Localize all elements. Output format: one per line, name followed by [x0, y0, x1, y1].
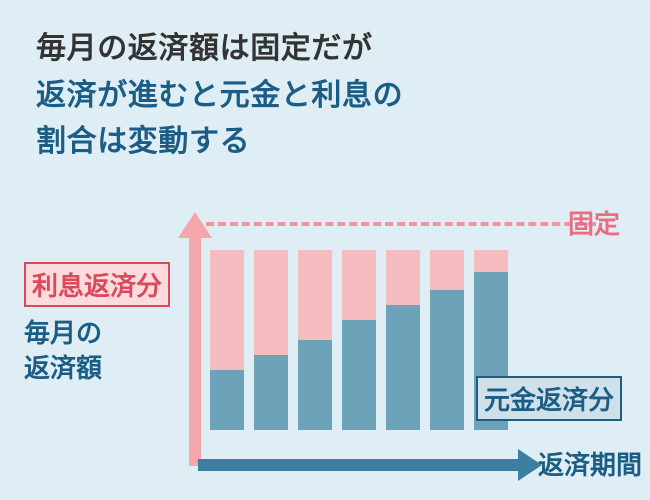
interest-segment — [386, 250, 420, 305]
bar-3 — [342, 250, 376, 430]
interest-segment — [430, 250, 464, 290]
interest-segment — [254, 250, 288, 355]
principal-legend: 元金返済分 — [476, 376, 622, 421]
interest-segment — [342, 250, 376, 320]
repayment-stacked-bar-chart — [210, 220, 540, 460]
y-axis-arrow — [186, 212, 204, 466]
fixed-label: 固定 — [568, 204, 620, 241]
principal-segment — [342, 320, 376, 430]
bar-5 — [430, 250, 464, 430]
bar-2 — [298, 250, 332, 430]
interest-legend: 利息返済分 — [24, 262, 170, 307]
bar-0 — [210, 250, 244, 430]
title-line-2: 返済が進むと元金と利息の割合は変動する — [36, 73, 403, 166]
principal-segment — [254, 355, 288, 430]
arrow-up-icon — [178, 212, 212, 238]
bar-4 — [386, 250, 420, 430]
interest-segment — [298, 250, 332, 340]
principal-segment — [430, 290, 464, 430]
principal-segment — [386, 305, 420, 430]
x-axis-label: 返済期間 — [538, 445, 642, 482]
principal-segment — [210, 370, 244, 430]
monthly-repayment-label: 毎月の返済額 — [24, 316, 102, 386]
infographic-panel: 毎月の返済額は固定だが 返済が進むと元金と利息の割合は変動する 固定 利息返済分… — [0, 0, 650, 500]
title-line-1: 毎月の返済額は固定だが — [36, 26, 403, 73]
bar-1 — [254, 250, 288, 430]
principal-segment — [298, 340, 332, 430]
x-axis-arrow — [198, 456, 542, 474]
interest-segment — [474, 250, 508, 272]
title-block: 毎月の返済額は固定だが 返済が進むと元金と利息の割合は変動する — [36, 26, 403, 166]
interest-segment — [210, 250, 244, 370]
